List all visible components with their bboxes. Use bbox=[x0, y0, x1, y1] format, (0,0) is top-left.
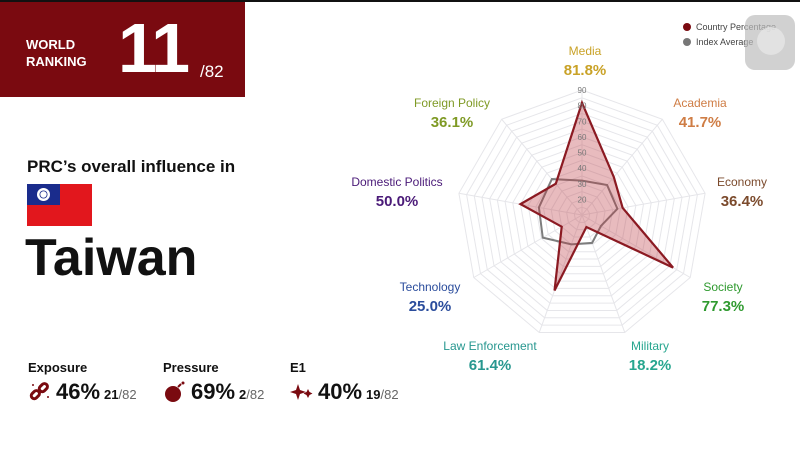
grid-ring bbox=[535, 167, 629, 260]
metric-value: 46% bbox=[56, 379, 101, 404]
axis-label-economy: Economy 36.4% bbox=[717, 175, 767, 210]
grid-ring bbox=[519, 151, 645, 275]
radial-tick-label: 80 bbox=[578, 102, 587, 111]
axis-label-military: Military 18.2% bbox=[629, 339, 672, 374]
floating-assistive-button[interactable] bbox=[745, 15, 795, 70]
radial-tick-label: 40 bbox=[578, 164, 587, 173]
axis-percentage: 41.7% bbox=[678, 114, 722, 131]
grid-spoke bbox=[501, 118, 583, 216]
metric-rank: 2/82 bbox=[239, 387, 265, 402]
metric-title: E1 bbox=[290, 360, 306, 375]
legend-item-country: Country Percentage bbox=[683, 22, 776, 32]
grid-spoke bbox=[581, 214, 626, 333]
bomb-icon bbox=[165, 381, 185, 402]
axis-label-society: Society 77.3% bbox=[702, 280, 745, 315]
axis-percentage: 61.4% bbox=[468, 357, 512, 374]
metric-pressure: Pressure 69% 2/82 bbox=[163, 360, 264, 405]
axis-name: Society bbox=[703, 280, 743, 294]
axis-name: Foreign Policy bbox=[413, 96, 491, 110]
metric-value: 40% bbox=[318, 379, 363, 404]
grid-ring bbox=[527, 159, 637, 267]
metric-value: 69% bbox=[191, 379, 236, 404]
axis-percentage: 77.3% bbox=[701, 298, 745, 315]
axis-name: Domestic Politics bbox=[351, 175, 443, 189]
grid-ring bbox=[512, 144, 652, 282]
axis-name: Military bbox=[630, 339, 669, 353]
radial-tick-label: 70 bbox=[578, 117, 587, 126]
metric-rank: 19/82 bbox=[366, 387, 399, 402]
axis-name: Law Enforcement bbox=[443, 339, 537, 353]
grid-ring bbox=[466, 97, 698, 326]
axis-percentage: 18.2% bbox=[628, 357, 672, 374]
axis-label-domestic-politics: Domestic Politics 50.0% bbox=[351, 175, 442, 210]
sparkles-icon bbox=[290, 384, 313, 400]
radial-tick-label: 90 bbox=[578, 86, 587, 95]
axis-percentage: 36.4% bbox=[720, 193, 764, 210]
axis-name: Technology bbox=[399, 280, 461, 294]
radial-tick-label: 60 bbox=[578, 133, 587, 142]
metric-exposure: Exposure 46% 21/82 bbox=[28, 360, 137, 405]
rank-total: /82 bbox=[200, 62, 224, 81]
grid-ring bbox=[489, 120, 675, 304]
axis-label-technology: Technology 25.0% bbox=[400, 280, 461, 315]
grid-ring bbox=[543, 175, 621, 253]
axis-name: Academia bbox=[673, 96, 727, 110]
grid-ring bbox=[458, 89, 706, 333]
grid-spoke bbox=[581, 192, 706, 216]
axis-name: Media bbox=[568, 44, 602, 58]
axis-label-media: Media 81.8% bbox=[564, 44, 607, 79]
chart-legend: Country Percentage Index Average bbox=[683, 22, 776, 52]
grid-spoke bbox=[473, 214, 583, 278]
axis-name: Economy bbox=[716, 175, 768, 189]
radial-tick-label: 20 bbox=[578, 195, 587, 204]
legend-item-average: Index Average bbox=[683, 37, 776, 47]
grid-ring bbox=[566, 198, 598, 231]
radial-tick-label: 30 bbox=[578, 180, 587, 189]
radial-tick-label: 50 bbox=[578, 149, 587, 158]
axis-label-foreign-policy: Foreign Policy 36.1% bbox=[414, 96, 490, 131]
country-name: Taiwan bbox=[25, 229, 198, 287]
world-ranking-banner: WORLD RANKING 11 /82 bbox=[0, 2, 245, 97]
rank-number: 11 bbox=[118, 9, 190, 87]
taiwan-flag-icon bbox=[27, 184, 92, 226]
world-ranking-label: WORLD RANKING bbox=[26, 37, 87, 69]
grid-ring bbox=[496, 128, 668, 297]
axis-percentage: 81.8% bbox=[563, 62, 607, 79]
grid-ring bbox=[481, 112, 683, 311]
metric-e1: E1 40% 19/82 bbox=[290, 360, 399, 405]
axis-label-law-enforcement: Law Enforcement 61.4% bbox=[443, 339, 536, 374]
axis-percentage: 50.0% bbox=[375, 193, 419, 210]
metric-rank: 21/82 bbox=[104, 387, 137, 402]
grid-ring bbox=[504, 136, 660, 289]
intro-text: PRC’s overall influence in bbox=[27, 157, 236, 176]
metric-title: Exposure bbox=[28, 360, 88, 375]
axis-percentage: 36.1% bbox=[430, 114, 474, 131]
grid-spoke bbox=[538, 214, 583, 333]
grid-ring bbox=[573, 206, 591, 223]
country-percentage-series bbox=[518, 99, 674, 291]
index-average-series bbox=[537, 178, 619, 246]
grid-spoke bbox=[581, 118, 663, 216]
axis-label-academia: Academia 41.7% bbox=[673, 96, 726, 131]
broken-link-icon bbox=[29, 382, 49, 401]
metric-title: Pressure bbox=[163, 360, 219, 375]
grid-ring bbox=[473, 105, 691, 319]
top-border bbox=[0, 0, 800, 2]
axis-percentage: 25.0% bbox=[408, 298, 452, 315]
